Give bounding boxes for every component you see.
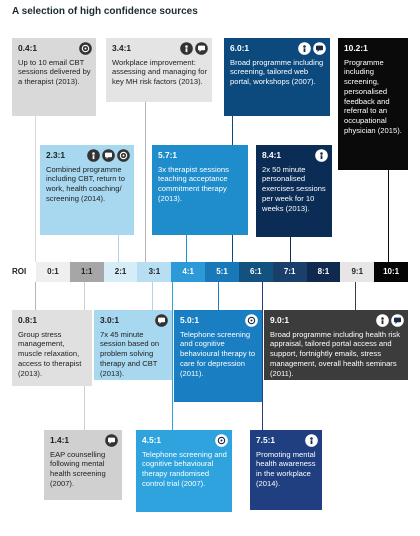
icons bbox=[245, 314, 258, 327]
scale-cell: 4:1 bbox=[171, 262, 206, 282]
description: 7x 45 minute session based on problem so… bbox=[100, 329, 160, 378]
card: 2.3:1 Combined programme including CBT, r… bbox=[40, 145, 134, 235]
card: 8.4:1 2x 50 minute personalised exercises… bbox=[256, 145, 332, 237]
card: 7.5:1 Promoting mental health awareness i… bbox=[250, 430, 322, 510]
description: Promoting mental health awareness in the… bbox=[256, 449, 316, 488]
description: Up to 10 email CBT sessions delivered by… bbox=[18, 57, 91, 87]
card: 0.8:1 Group stress management, muscle rel… bbox=[12, 310, 92, 386]
card: 4.5:1 Telephone screening and cognitive b… bbox=[136, 430, 232, 512]
ratio: 9.0:1 bbox=[270, 315, 290, 325]
connector bbox=[118, 235, 119, 262]
scale-label: ROI bbox=[12, 267, 27, 276]
scale-cell: 9:1 bbox=[340, 262, 375, 282]
ratio: 5.7:1 bbox=[158, 150, 178, 160]
card: 9.0:1 Broad programme including health ri… bbox=[264, 310, 408, 380]
ratio: 0.8:1 bbox=[18, 315, 38, 325]
connector bbox=[35, 116, 36, 262]
icons bbox=[155, 314, 168, 327]
icon bbox=[155, 314, 168, 327]
icon bbox=[117, 149, 130, 162]
icons bbox=[79, 42, 92, 55]
connector bbox=[35, 282, 36, 310]
ratio: 2.3:1 bbox=[46, 150, 66, 160]
icons bbox=[315, 149, 328, 162]
icons bbox=[298, 42, 326, 55]
icon bbox=[87, 149, 100, 162]
icons bbox=[305, 434, 318, 447]
description: Telephone screening and cognitive behavi… bbox=[180, 329, 256, 378]
scale-cell: 3:1 bbox=[137, 262, 172, 282]
card: 6.0:1 Broad programme including screening… bbox=[224, 38, 330, 116]
icon bbox=[305, 434, 318, 447]
scale-cell: 8:1 bbox=[306, 262, 341, 282]
icon bbox=[180, 42, 193, 55]
description: Broad programme including screening, tai… bbox=[230, 57, 324, 87]
connector bbox=[290, 237, 291, 262]
connector bbox=[262, 282, 263, 430]
description: Combined programme including CBT, return… bbox=[46, 164, 125, 203]
card: 0.4:1 Up to 10 email CBT sessions deliver… bbox=[12, 38, 96, 116]
icon bbox=[105, 434, 118, 447]
icon bbox=[79, 42, 92, 55]
description: Workplace improvement: assessing and man… bbox=[112, 57, 207, 87]
card: 5.7:1 3x therapist sessions teaching acce… bbox=[152, 145, 248, 235]
ratio: 10.2:1 bbox=[344, 43, 368, 53]
scale-cell: 10:1 bbox=[374, 262, 408, 282]
icon bbox=[215, 434, 228, 447]
card: 3.4:1 Workplace improvement: assessing an… bbox=[106, 38, 212, 102]
description: 2x 50 minute personalised exercises sess… bbox=[262, 164, 326, 213]
icon bbox=[313, 42, 326, 55]
connector bbox=[218, 282, 219, 310]
ratio: 8.4:1 bbox=[262, 150, 282, 160]
connector bbox=[388, 170, 389, 262]
icons bbox=[105, 434, 118, 447]
icons bbox=[215, 434, 228, 447]
icons bbox=[376, 314, 404, 327]
scale-cell: 6:1 bbox=[238, 262, 273, 282]
description: 3x therapist sessions teaching acceptanc… bbox=[158, 164, 229, 203]
ratio: 1.4:1 bbox=[50, 435, 70, 445]
card: 5.0:1 Telephone screening and cognitive b… bbox=[174, 310, 262, 402]
scale-cell: 0:1 bbox=[36, 262, 70, 282]
scale-cell: 5:1 bbox=[205, 262, 239, 282]
ratio: 3.4:1 bbox=[112, 43, 132, 53]
icon bbox=[315, 149, 328, 162]
ratio: 7.5:1 bbox=[256, 435, 276, 445]
icon bbox=[298, 42, 311, 55]
scale-cell: 2:1 bbox=[103, 262, 138, 282]
icon bbox=[102, 149, 115, 162]
ratio: 4.5:1 bbox=[142, 435, 162, 445]
connector bbox=[172, 282, 173, 430]
card: 3.0:1 7x 45 minute session based on probl… bbox=[94, 310, 172, 380]
icons bbox=[87, 149, 130, 162]
connector bbox=[355, 282, 356, 310]
connector bbox=[186, 235, 187, 262]
card: 10.2:1 Programme including screening, per… bbox=[338, 38, 408, 170]
ratio: 0.4:1 bbox=[18, 43, 38, 53]
description: EAP counselling following mental health … bbox=[50, 449, 106, 488]
icon bbox=[376, 314, 389, 327]
connector bbox=[145, 102, 146, 262]
icon bbox=[245, 314, 258, 327]
ratio: 3.0:1 bbox=[100, 315, 120, 325]
icon bbox=[195, 42, 208, 55]
title: A selection of high confidence sources bbox=[12, 6, 198, 17]
scale-cell: 7:1 bbox=[272, 262, 307, 282]
description: Broad programme including health risk ap… bbox=[270, 329, 401, 378]
description: Telephone screening and cognitive behavi… bbox=[142, 449, 227, 488]
scale-cell: 1:1 bbox=[69, 262, 104, 282]
icons bbox=[180, 42, 208, 55]
ratio: 6.0:1 bbox=[230, 43, 250, 53]
icon bbox=[391, 314, 404, 327]
connector bbox=[152, 282, 153, 310]
card: 1.4:1 EAP counselling following mental he… bbox=[44, 430, 122, 500]
description: Programme including screening, personali… bbox=[344, 57, 402, 135]
ratio: 5.0:1 bbox=[180, 315, 200, 325]
description: Group stress management, muscle relaxati… bbox=[18, 329, 82, 378]
